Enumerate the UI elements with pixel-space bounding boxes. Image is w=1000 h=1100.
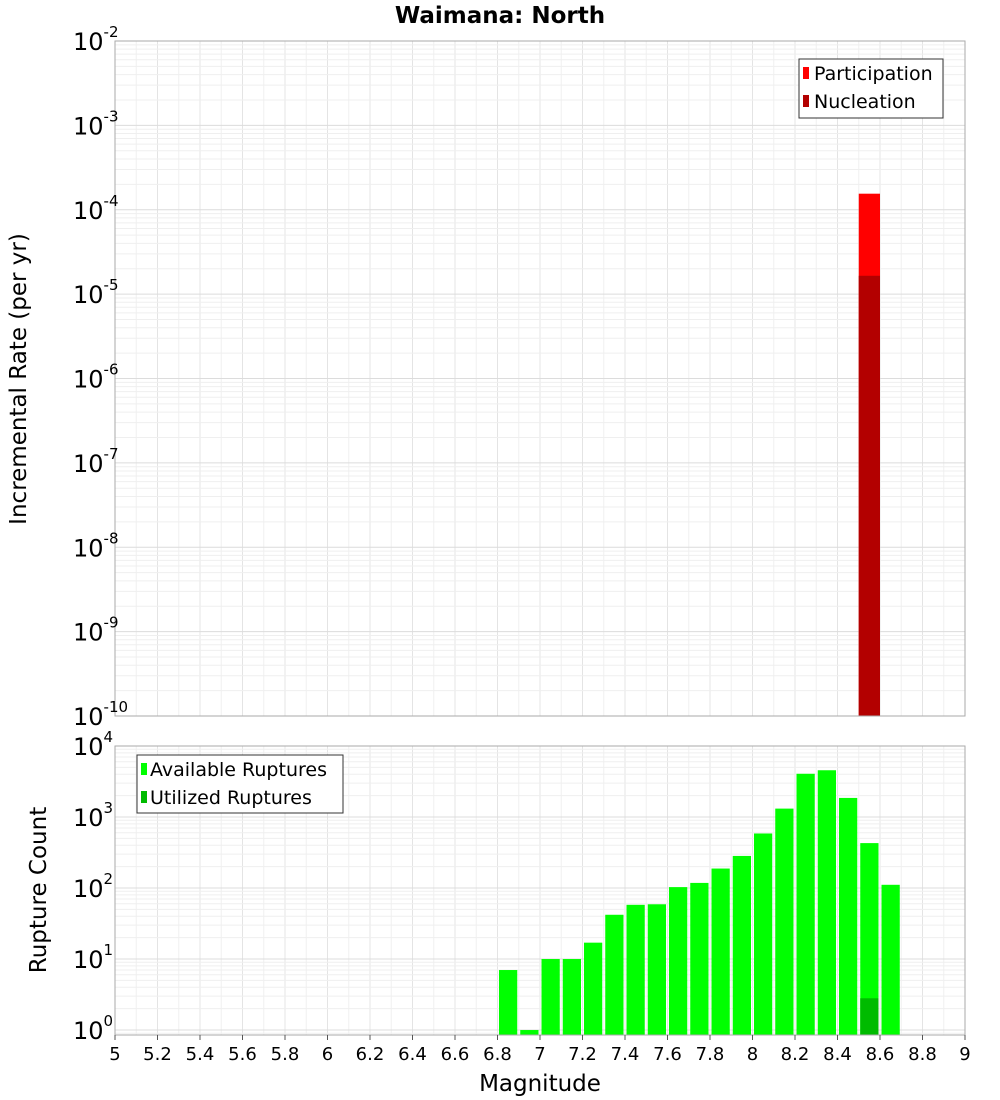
legend-swatch-available [141, 763, 147, 775]
y-tick-label: 10-9 [73, 614, 119, 647]
y-tick-exponent: -10 [104, 698, 129, 716]
y-tick-label: 10-6 [73, 361, 119, 394]
x-tick-label: 6.4 [398, 1044, 427, 1065]
bar-available-ruptures [499, 970, 518, 1035]
count-legend: Available Ruptures Utilized Ruptures [136, 754, 344, 814]
y-tick-exponent: -5 [104, 276, 119, 294]
bar-utilized-ruptures [860, 998, 879, 1035]
count-legend-box [136, 754, 344, 814]
bar-available-ruptures [647, 904, 666, 1035]
bar-nucleation [858, 275, 880, 716]
bar-available-ruptures [562, 959, 581, 1035]
y-tick-exponent: 1 [104, 941, 114, 959]
bar-available-ruptures [839, 797, 858, 1035]
x-tick-label: 5.6 [228, 1044, 257, 1065]
rate-legend-box [798, 58, 944, 119]
x-tick-label: 6.2 [356, 1044, 385, 1065]
legend-label-available: Available Ruptures [150, 759, 327, 781]
bar-available-ruptures [669, 887, 688, 1035]
bar-available-ruptures [732, 855, 751, 1035]
x-tick-label: 9 [959, 1044, 970, 1065]
y-tick-label: 10-3 [73, 107, 119, 140]
y-tick-exponent: 2 [104, 870, 114, 888]
x-tick-label: 5.8 [271, 1044, 300, 1065]
bar-available-ruptures [754, 833, 773, 1035]
count-bars [499, 770, 900, 1035]
rate-gridlines [114, 41, 966, 717]
bar-available-ruptures [860, 843, 879, 1035]
legend-swatch-participation [803, 67, 809, 79]
y-tick-exponent: -3 [104, 107, 119, 125]
chart-title: Waimana: North [395, 3, 605, 29]
y-tick-label: 10-7 [73, 445, 119, 478]
y-tick-exponent: -7 [104, 445, 119, 463]
rate-legend: Participation Nucleation [798, 58, 944, 119]
bar-available-ruptures [690, 882, 709, 1035]
bar-available-ruptures [541, 959, 560, 1035]
x-tick-label: 6.6 [441, 1044, 470, 1065]
y-tick-exponent: 4 [104, 728, 114, 746]
legend-label-utilized: Utilized Ruptures [150, 787, 312, 809]
bar-available-ruptures [711, 868, 730, 1035]
x-axis-ticks: 5 5.2 5.4 5.6 5.8 6 6.2 6.4 6.6 6.8 7 7.2 7.4 7.6 7.8 8… [109, 1035, 971, 1065]
x-tick-label: 7.4 [611, 1044, 640, 1065]
x-tick-label: 5 [109, 1044, 120, 1065]
y-tick-exponent: 0 [104, 1012, 114, 1030]
x-tick-label: 7.2 [568, 1044, 597, 1065]
legend-label-participation: Participation [814, 63, 933, 85]
rate-panel: 10-10 10-9 10-8 10-7 10-6 10-5 10-4 10-3 10-2 In… [6, 23, 966, 731]
y-tick-label: 10-10 [73, 698, 128, 731]
count-y-axis-label: Rupture Count [26, 807, 52, 973]
y-tick-exponent: 3 [104, 799, 114, 817]
x-tick-label: 7.6 [653, 1044, 682, 1065]
bar-available-ruptures [775, 808, 794, 1035]
bar-available-ruptures [520, 1030, 539, 1035]
x-axis-label: Magnitude [479, 1071, 601, 1097]
bar-available-ruptures [817, 770, 836, 1035]
legend-label-nucleation: Nucleation [814, 91, 916, 113]
y-tick-exponent: -8 [104, 529, 119, 547]
y-tick-exponent: -2 [104, 23, 119, 41]
y-tick-exponent: -4 [104, 192, 119, 210]
y-tick-label: 104 [73, 728, 113, 761]
bar-available-ruptures [881, 884, 900, 1035]
x-tick-label: 5.2 [143, 1044, 172, 1065]
x-tick-label: 8 [747, 1044, 758, 1065]
y-tick-label: 10-4 [73, 192, 119, 225]
rate-y-ticks: 10-10 10-9 10-8 10-7 10-6 10-5 10-4 10-3 10-2 [73, 23, 128, 731]
bar-available-ruptures [626, 904, 645, 1035]
x-tick-label: 6.8 [483, 1044, 512, 1065]
y-tick-label: 10-5 [73, 276, 119, 309]
y-tick-label: 102 [73, 870, 113, 903]
legend-swatch-utilized [141, 791, 147, 803]
x-tick-label: 8.4 [823, 1044, 852, 1065]
y-tick-exponent: -6 [104, 361, 119, 379]
x-tick-label: 7 [534, 1044, 545, 1065]
bar-available-ruptures [584, 942, 603, 1035]
y-tick-label: 10-8 [73, 529, 119, 562]
y-tick-label: 10-2 [73, 23, 119, 56]
bar-available-ruptures [605, 914, 624, 1035]
x-tick-label: 5.4 [186, 1044, 215, 1065]
x-tick-label: 8.8 [908, 1044, 937, 1065]
x-tick-label: 7.8 [696, 1044, 725, 1065]
y-tick-exponent: -9 [104, 614, 119, 632]
x-tick-label: 6 [322, 1044, 333, 1065]
rate-plot-frame [114, 40, 966, 717]
y-tick-label: 100 [73, 1012, 113, 1045]
rate-y-axis-label: Incremental Rate (per yr) [6, 233, 32, 525]
y-tick-label: 101 [73, 941, 113, 974]
x-tick-label: 8.2 [781, 1044, 810, 1065]
x-tick-label: 8.6 [866, 1044, 895, 1065]
y-tick-label: 103 [73, 799, 113, 832]
rate-bars [858, 193, 880, 716]
bar-available-ruptures [796, 773, 815, 1035]
legend-swatch-nucleation [803, 95, 809, 107]
